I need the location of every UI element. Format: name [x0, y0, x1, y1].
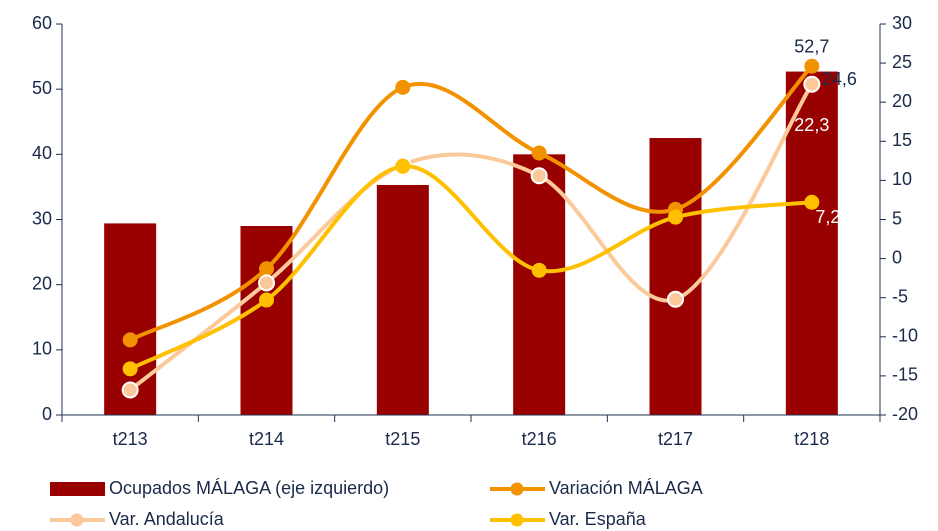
y-tick-label: 30 — [32, 208, 52, 228]
marker — [803, 75, 821, 93]
y2-tick-label: -20 — [892, 404, 918, 424]
legend-label: Var. Andalucía — [109, 509, 225, 529]
bar — [240, 226, 293, 415]
line — [128, 83, 814, 392]
line — [129, 64, 814, 342]
marker — [395, 158, 411, 174]
bar — [785, 71, 838, 416]
x-tick-label: t216 — [522, 429, 557, 449]
legend-label: Var. España — [549, 509, 647, 529]
y2-tick-label: 10 — [892, 169, 912, 189]
marker — [667, 290, 684, 308]
x-tick-label: t213 — [113, 429, 148, 449]
marker — [259, 261, 274, 277]
marker — [122, 332, 138, 348]
legend-swatch — [510, 482, 524, 496]
x-tick-label: t218 — [794, 429, 829, 449]
bar — [513, 154, 566, 416]
y2-tick-label: -10 — [892, 326, 918, 346]
y2-tick-label: -15 — [892, 365, 918, 385]
legend-label: Ocupados MÁLAGA (eje izquierdo) — [109, 478, 389, 498]
y-tick-label: 20 — [32, 273, 52, 293]
marker — [804, 58, 820, 74]
marker — [259, 292, 274, 308]
marker — [122, 361, 138, 377]
bar — [376, 184, 429, 415]
y2-tick-label: 20 — [892, 91, 912, 111]
x-tick-label: t215 — [385, 429, 420, 449]
y2-tick-label: 25 — [892, 52, 912, 72]
y-tick-label: 0 — [42, 404, 52, 424]
marker — [530, 167, 548, 185]
y-tick-label: 50 — [32, 78, 52, 98]
y2-tick-label: 30 — [892, 13, 912, 33]
y2-tick-label: 15 — [892, 130, 912, 150]
x-tick-label: t214 — [249, 429, 284, 449]
marker — [121, 381, 139, 399]
data-label: 22,3 — [794, 115, 829, 135]
data-label: 52,7 — [794, 36, 829, 56]
legend-swatch — [510, 513, 524, 527]
y2-tick-label: 0 — [892, 247, 902, 267]
legend-label: Variación MÁLAGA — [549, 478, 703, 498]
y-tick-label: 10 — [32, 339, 52, 359]
marker — [804, 194, 820, 210]
y-tick-label: 40 — [32, 143, 52, 163]
bar — [649, 138, 702, 415]
marker — [531, 145, 547, 161]
legend-swatch — [70, 513, 84, 527]
legend-swatch — [50, 482, 105, 496]
data-label: 24,6 — [822, 69, 857, 89]
data-label: 7,2 — [815, 207, 840, 227]
marker — [668, 209, 683, 225]
x-tick-label: t217 — [658, 429, 693, 449]
marker — [258, 274, 275, 292]
y2-tick-label: -5 — [892, 286, 908, 306]
marker — [531, 262, 547, 278]
y2-tick-label: 5 — [892, 208, 902, 228]
y-tick-label: 60 — [32, 13, 52, 33]
marker — [395, 79, 411, 95]
